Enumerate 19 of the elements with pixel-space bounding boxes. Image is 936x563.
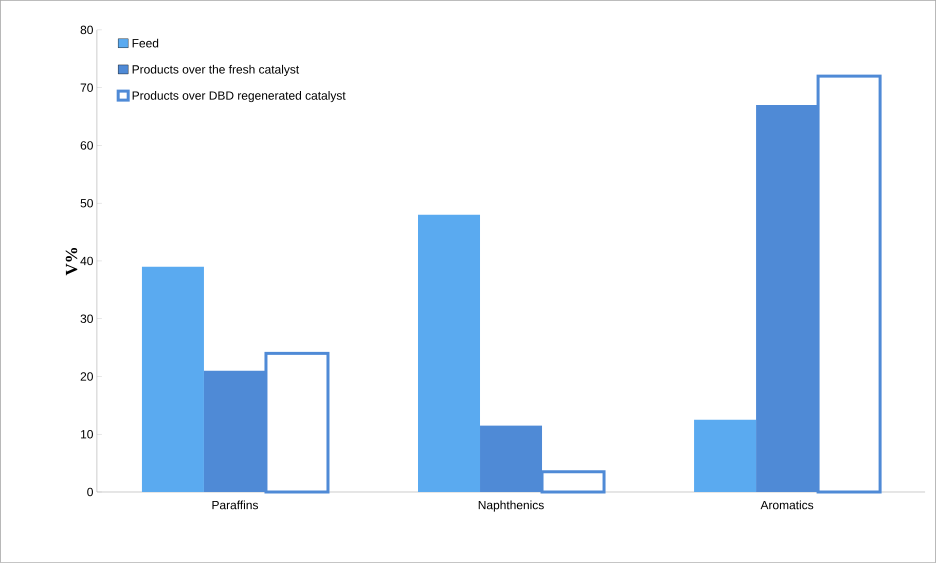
- y-tick-label: 10: [81, 430, 93, 439]
- x-tick-label: Paraffins: [212, 500, 258, 510]
- legend-label: Feed: [132, 38, 158, 48]
- bar: [418, 214, 480, 492]
- bar: [694, 420, 756, 492]
- y-tick-label: 80: [80, 26, 93, 34]
- y-axis-title: V%: [66, 248, 78, 276]
- x-tick-label: Naphthenics: [478, 500, 544, 512]
- y-tick-label: 60: [80, 141, 93, 150]
- y-tick-label: 20: [80, 372, 93, 381]
- bar: [142, 266, 204, 492]
- y-tick-label: 0: [87, 488, 93, 496]
- legend-label: Products over DBD regenerated catalyst: [132, 91, 346, 102]
- legend-label: Products over the fresh catalyst: [132, 64, 300, 76]
- y-tick-label: 40: [80, 256, 93, 266]
- x-tick-label: Aromatics: [760, 500, 814, 510]
- y-tick-label: 30: [80, 314, 93, 323]
- y-tick-label: 70: [80, 83, 93, 92]
- y-tick-label: 50: [80, 199, 93, 208]
